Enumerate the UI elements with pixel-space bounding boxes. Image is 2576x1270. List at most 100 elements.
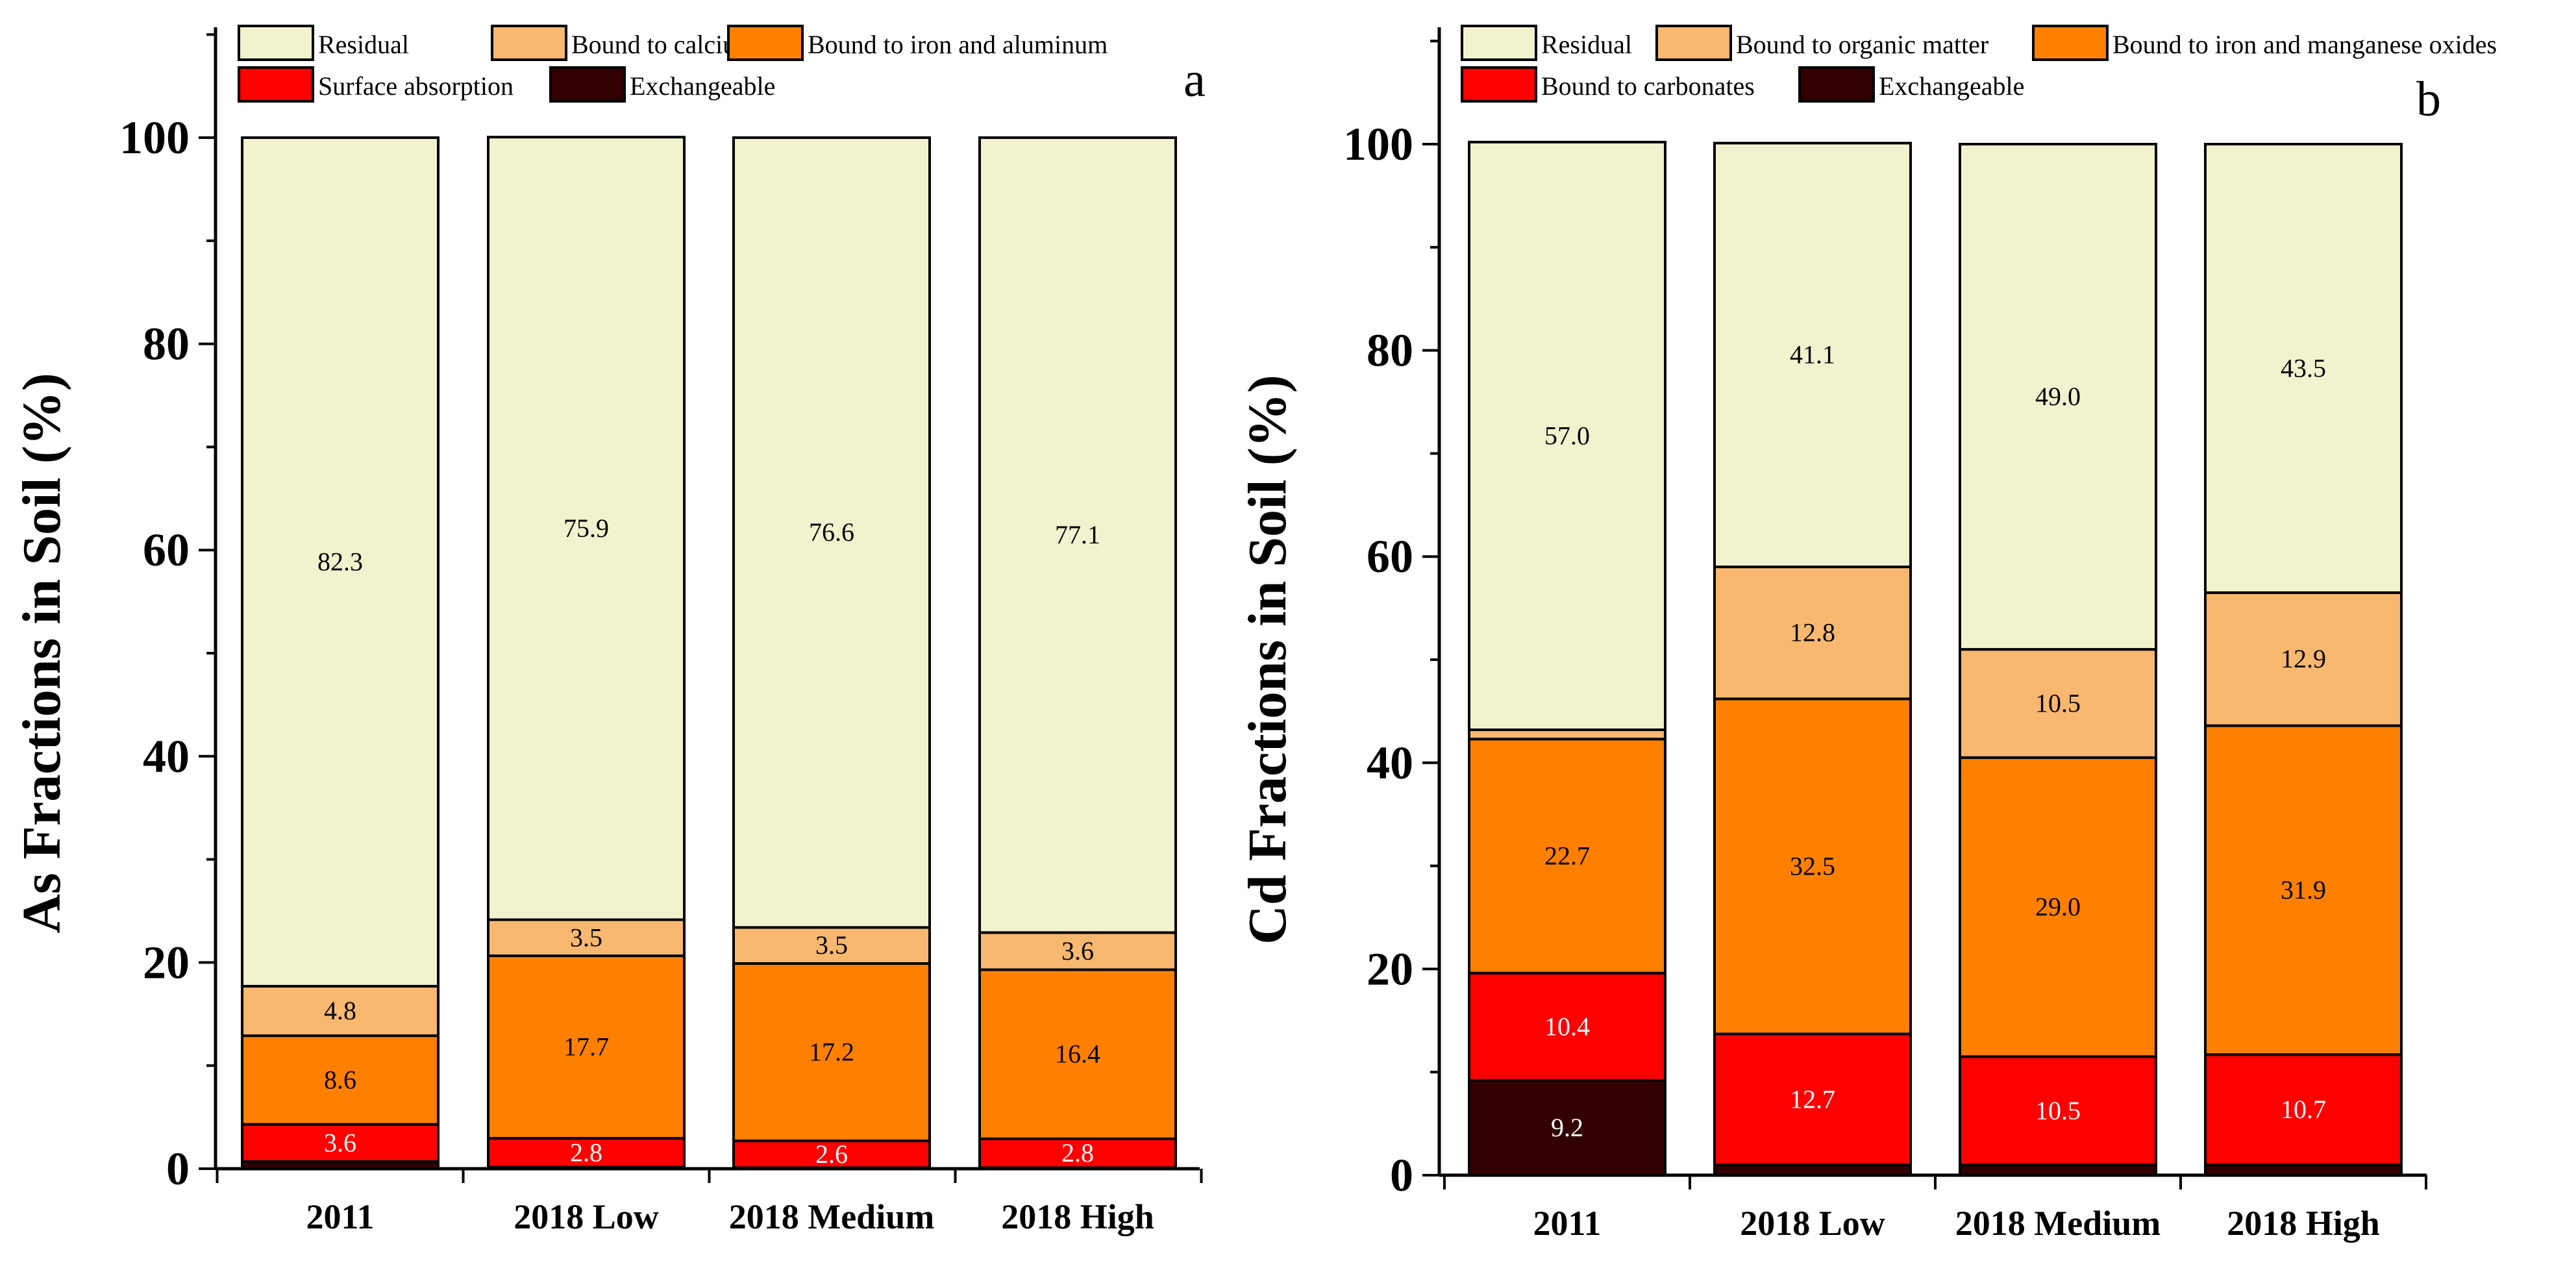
x-tick-label-2011: 2011: [1533, 1204, 1601, 1243]
bar-bound-to-organic-matter-2018-low: [1713, 566, 1912, 701]
bar-residual-2011: [1468, 140, 1666, 731]
x-tick-label-2011: 2011: [306, 1197, 374, 1236]
bar-residual-2011: [241, 136, 440, 988]
bar-residual-2018-high: [978, 136, 1177, 934]
data-label-bound-to-organic-matter-2018-high: 12.9: [2281, 644, 2326, 673]
bar-bound-to-iron-and-manganese-oxides-2018-high: [2204, 724, 2403, 1056]
x-tick-label-2018-low: 2018 Low: [1740, 1204, 1885, 1243]
legend-label-residual: Residual: [1541, 30, 1632, 59]
legend-swatch-exchangeable: [549, 66, 626, 103]
data-label-bound-to-carbonates-2018-low: 12.7: [1790, 1084, 1835, 1114]
chart-panel-b: 9.2 10.4 22.7 57.0 12.7 32.5 12.8 41.1 10.5 29.0 1…: [1237, 25, 2497, 1243]
legend-swatch-exchangeable: [1798, 66, 1875, 103]
bar-bound-to-iron-and-manganese-oxides-2011: [1468, 738, 1666, 975]
y-tick-label-100: 100: [1343, 118, 1413, 170]
bar-residual-2018-medium: [732, 136, 931, 929]
bar-bound-to-calcium-2018-low: [487, 918, 686, 958]
y-tick-label-20: 20: [143, 936, 190, 988]
data-label-surface-absorption-2018-medium: 2.6: [815, 1139, 848, 1169]
data-label-bound-to-calcium-2018-low: 3.5: [570, 923, 602, 952]
data-label-surface-absorption-2011: 3.6: [324, 1128, 356, 1157]
legend: Residual Bound to calcium Bound to iron an…: [238, 25, 1108, 103]
legend-swatch-surface-absorption: [238, 66, 314, 103]
data-label-bound-to-calcium-2011: 4.8: [324, 996, 356, 1025]
bar-surface-absorption-2018-high: [978, 1137, 1177, 1169]
bar-bound-to-iron-and-manganese-oxides-2018-low: [1713, 697, 1912, 1036]
data-label-bound-to-iron-and-manganese-oxides-2011: 22.7: [1544, 841, 1590, 871]
data-label-bound-to-calcium-2018-medium: 3.5: [815, 930, 848, 960]
bar-bound-to-carbonates-2011: [1468, 971, 1666, 1082]
data-label-residual-2011: 57.0: [1544, 421, 1590, 450]
legend-swatch-residual: [238, 25, 314, 61]
x-tick-label-2018-high: 2018 High: [2227, 1204, 2380, 1243]
data-label-bound-to-carbonates-2011: 10.4: [1544, 1012, 1590, 1041]
y-tick-label-20: 20: [1367, 943, 1413, 995]
bar-surface-absorption-2018-medium: [732, 1139, 931, 1169]
x-tick-label-2018-medium: 2018 Medium: [729, 1197, 935, 1236]
data-label-bound-to-iron-and-aluminum-2018-medium: 17.2: [809, 1038, 854, 1067]
bar-bound-to-calcium-2011: [241, 984, 440, 1038]
y-tick-label-60: 60: [1367, 530, 1413, 582]
data-label-bound-to-iron-and-manganese-oxides-2018-medium: 29.0: [2035, 892, 2081, 921]
chart-panel-a: 3.6 8.6 4.8 82.3 2.8 17.7 3.5 75.9 2.6 17.2 3.5 76.…: [12, 25, 1206, 1236]
legend-label-bound-to-carbonates: Bound to carbonates: [1541, 71, 1755, 101]
data-label-surface-absorption-2018-low: 2.8: [570, 1138, 602, 1167]
legend-swatch-bound-to-iron-and-manganese-oxides: [2032, 25, 2109, 61]
data-label-bound-to-carbonates-2018-high: 10.7: [2281, 1095, 2326, 1124]
bar-bound-to-organic-matter-2018-medium: [1959, 648, 2157, 759]
y-tick-label-80: 80: [1367, 325, 1413, 377]
data-label-bound-to-calcium-2018-high: 3.6: [1061, 936, 1094, 965]
data-label-residual-2018-low: 41.1: [1790, 340, 1835, 369]
data-label-bound-to-organic-matter-2018-medium: 10.5: [2035, 688, 2081, 717]
data-label-residual-2018-medium: 49.0: [2035, 382, 2081, 411]
legend-swatch-bound-to-organic-matter: [1655, 25, 1732, 61]
data-label-bound-to-iron-and-aluminum-2011: 8.6: [324, 1065, 356, 1094]
bar-residual-2018-low: [1713, 142, 1912, 569]
legend-swatch-bound-to-iron-and-aluminum: [727, 25, 804, 61]
legend-label-surface-absorption: Surface absorption: [318, 71, 514, 101]
bar-residual-2018-medium: [1959, 143, 2157, 651]
legend-swatch-bound-to-carbonates: [1461, 66, 1537, 103]
data-label-bound-to-iron-and-manganese-oxides-2018-low: 32.5: [1790, 851, 1835, 880]
legend-label-exchangeable: Exchangeable: [1879, 71, 2024, 101]
y-tick-label-40: 40: [1367, 737, 1413, 789]
y-tick-label-0: 0: [1390, 1149, 1413, 1201]
data-label-bound-to-organic-matter-2018-low: 12.8: [1790, 618, 1835, 647]
y-tick-label-80: 80: [143, 318, 190, 370]
bar-bound-to-organic-matter-2018-high: [2204, 591, 2403, 727]
y-axis-title: Cd Fractions in Soil (%): [1237, 375, 1298, 944]
data-label-residual-2018-medium: 76.6: [809, 517, 854, 547]
bar-bound-to-carbonates-2018-high: [2204, 1053, 2403, 1167]
data-label-residual-2011: 82.3: [317, 547, 363, 576]
data-label-bound-to-carbonates-2018-medium: 10.5: [2035, 1096, 2081, 1125]
bar-bound-to-iron-and-aluminum-2018-medium: [732, 962, 931, 1143]
y-tick-label-100: 100: [119, 112, 190, 164]
data-label-surface-absorption-2018-high: 2.8: [1061, 1138, 1094, 1167]
legend-label-exchangeable: Exchangeable: [630, 71, 775, 101]
legend-label-bound-to-organic-matter: Bound to organic matter: [1736, 30, 1988, 59]
legend-label-bound-to-iron-and-aluminum: Bound to iron and aluminum: [808, 30, 1108, 59]
legend-swatch-residual: [1461, 25, 1537, 61]
legend-label-bound-to-iron-and-manganese-oxides: Bound to iron and manganese oxides: [2112, 30, 2497, 59]
data-label-residual-2018-high: 77.1: [1055, 520, 1100, 549]
data-label-residual-2018-low: 75.9: [564, 514, 609, 543]
legend-label-residual: Residual: [318, 30, 409, 59]
data-label-bound-to-iron-and-aluminum-2018-high: 16.4: [1055, 1040, 1100, 1069]
bar-bound-to-iron-and-manganese-oxides-2018-medium: [1959, 756, 2157, 1058]
y-tick-label-60: 60: [143, 524, 190, 576]
bar-bound-to-iron-and-aluminum-2011: [241, 1034, 440, 1126]
bar-bound-to-iron-and-aluminum-2018-high: [978, 968, 1177, 1140]
legend: Residual Bound to organic matter Bound to …: [1461, 25, 2497, 103]
legend-swatch-bound-to-calcium: [491, 25, 567, 61]
bar-residual-2018-high: [2204, 143, 2403, 594]
bar-bound-to-organic-matter-2011: [1468, 728, 1666, 741]
panel-label: b: [2416, 72, 2441, 127]
legend-label-bound-to-calcium: Bound to calcium: [571, 30, 756, 59]
panel-label: a: [1183, 53, 1206, 107]
bar-residual-2018-low: [487, 136, 686, 921]
data-label-residual-2018-high: 43.5: [2281, 353, 2326, 382]
x-tick-label-2018-medium: 2018 Medium: [1955, 1204, 2161, 1243]
data-label-exchangeable-2011: 9.2: [1551, 1113, 1583, 1142]
